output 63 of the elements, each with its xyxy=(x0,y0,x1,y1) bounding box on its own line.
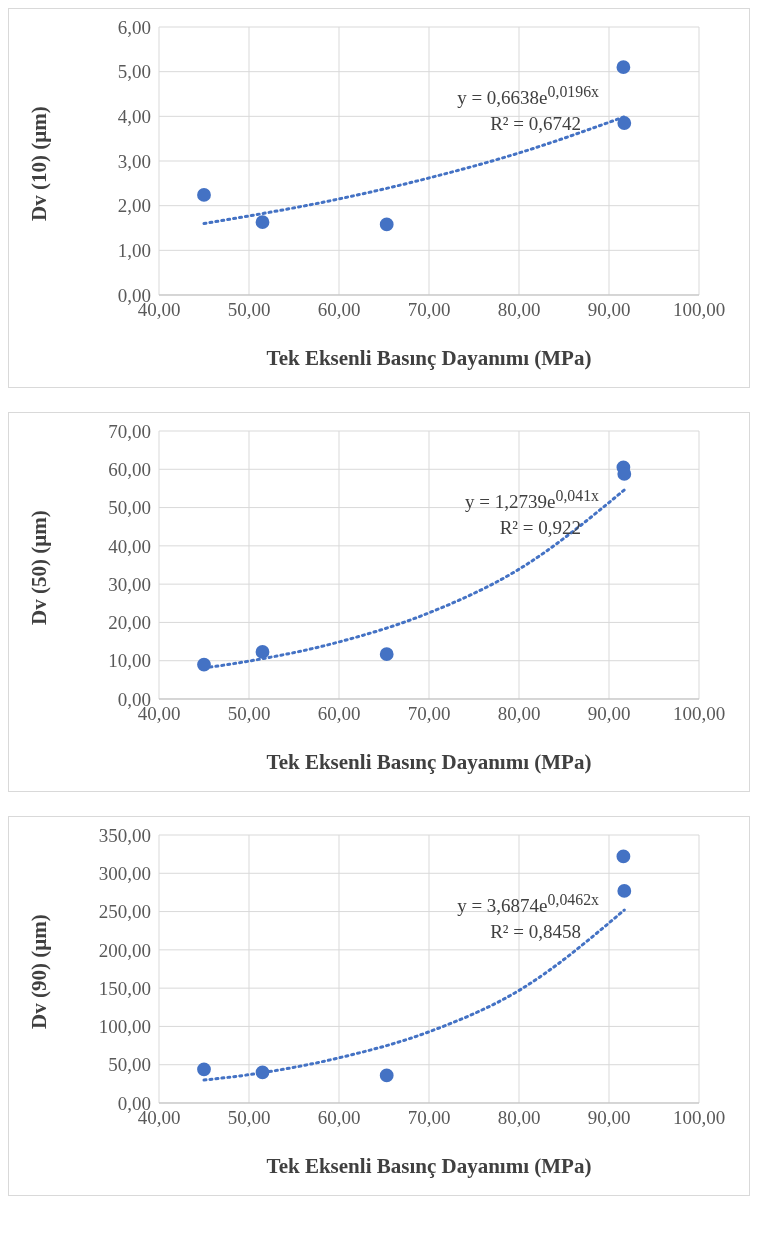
y-tick-label: 200,00 xyxy=(98,939,151,961)
y-tick-label: 6,00 xyxy=(117,16,151,38)
point xyxy=(255,645,270,659)
x-tick-label: 100,00 xyxy=(672,299,726,321)
y-tick-label: 70,00 xyxy=(108,420,151,442)
x-tick-label: 50,00 xyxy=(227,1107,271,1129)
x-tick-label: 80,00 xyxy=(497,1107,541,1129)
y-tick-label: 20,00 xyxy=(108,612,151,634)
y-tick-label: 40,00 xyxy=(108,535,151,557)
y-tick-label: 3,00 xyxy=(117,150,151,172)
point xyxy=(617,884,632,898)
point xyxy=(617,116,632,130)
y-tick-label: 2,00 xyxy=(117,195,151,217)
point xyxy=(616,849,631,864)
point xyxy=(379,647,394,662)
y-tick-label: 30,00 xyxy=(108,573,151,595)
y-tick-label: 150,00 xyxy=(98,977,151,999)
x-tick-label: 90,00 xyxy=(587,299,631,321)
x-tick-label: 100,00 xyxy=(672,703,726,725)
x-tick-label: 80,00 xyxy=(497,703,541,725)
y-tick-label: 50,00 xyxy=(108,1054,151,1076)
y-tick-label: 50,00 xyxy=(108,497,151,519)
y-tick-label: 1,00 xyxy=(117,240,151,262)
x-tick-label: 90,00 xyxy=(587,1107,631,1129)
point xyxy=(197,657,211,672)
x-tick-label: 50,00 xyxy=(227,299,271,321)
point xyxy=(379,217,394,232)
x-tick-label: 100,00 xyxy=(672,1107,726,1129)
x-tick-label: 70,00 xyxy=(407,703,451,725)
x-tick-label: 70,00 xyxy=(407,1107,451,1129)
y-tick-label: 350,00 xyxy=(98,824,151,846)
annotation: R² = 0,6742 xyxy=(489,112,581,137)
y-tick-label: 10,00 xyxy=(108,650,151,672)
x-tick-label: 50,00 xyxy=(227,703,271,725)
x-tick-label: 60,00 xyxy=(317,1107,361,1129)
point xyxy=(255,215,270,230)
x-axis-title: Tek Eksenli Basınç Dayanımı (MPa) xyxy=(266,750,592,774)
x-tick-label: 60,00 xyxy=(317,703,361,725)
y-axis-title: Dv (50) (µm) xyxy=(27,510,52,625)
x-tick-label: 70,00 xyxy=(407,299,451,321)
y-tick-label: 300,00 xyxy=(98,863,151,885)
x-tick-label: 80,00 xyxy=(497,299,541,321)
y-tick-label: 5,00 xyxy=(117,61,151,83)
x-tick-label: 60,00 xyxy=(317,299,361,321)
x-axis-title: Tek Eksenli Basınç Dayanımı (MPa) xyxy=(266,346,592,370)
annotation: y = 3,6874e$^{0,0462x}$ xyxy=(457,890,599,919)
point xyxy=(197,1062,211,1077)
point xyxy=(379,1068,394,1083)
y-tick-label: 100,00 xyxy=(98,1016,151,1038)
y-tick-label: 250,00 xyxy=(98,901,151,923)
annotation: R² = 0,8458 xyxy=(489,920,581,945)
point xyxy=(616,60,631,75)
point xyxy=(255,1065,270,1080)
y-tick-label: 4,00 xyxy=(117,106,151,128)
y-tick-label: 60,00 xyxy=(108,459,151,481)
y-axis-title: Dv (90) (µm) xyxy=(27,914,52,1029)
annotation: y = 1,2739e$^{0,041x}$ xyxy=(465,486,599,515)
annotation: y = 0,6638e$^{0,0196x}$ xyxy=(457,82,599,111)
x-tick-label: 90,00 xyxy=(587,703,631,725)
annotation: R² = 0,922 xyxy=(498,516,581,541)
point xyxy=(197,188,211,202)
y-axis-title: Dv (10) (µm) xyxy=(27,106,52,221)
x-axis-title: Tek Eksenli Basınç Dayanımı (MPa) xyxy=(266,1154,592,1178)
